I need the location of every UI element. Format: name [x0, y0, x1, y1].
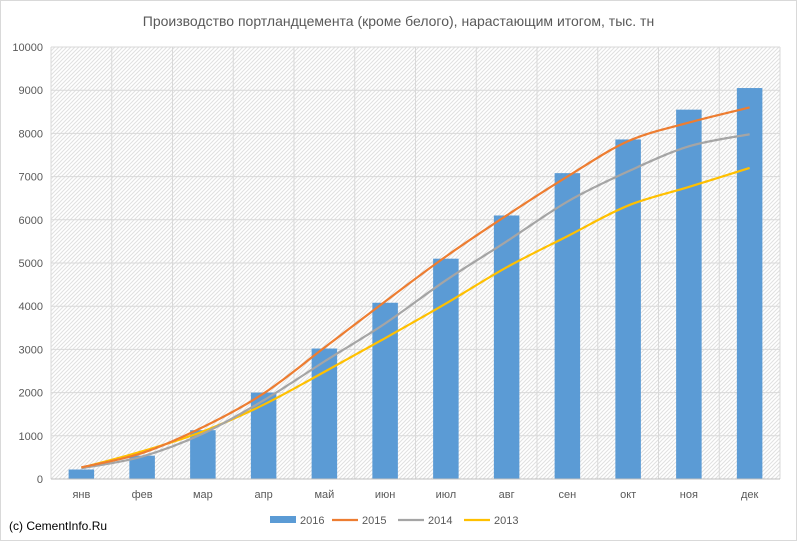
chart-title: Производство портландцемента (кроме бело…	[142, 13, 655, 29]
x-tick-label: янв	[72, 489, 90, 501]
x-tick-label: июн	[375, 489, 395, 501]
bar-2016	[433, 258, 459, 479]
x-tick-label: апр	[255, 489, 273, 501]
legend-swatch-2016	[270, 516, 296, 523]
x-tick-label: май	[314, 489, 334, 501]
legend-label-2014: 2014	[428, 515, 452, 527]
y-tick-label: 10000	[12, 42, 43, 54]
y-tick-label: 5000	[19, 258, 43, 270]
bar-2016	[554, 173, 581, 480]
y-tick-label: 8000	[19, 128, 43, 140]
bar-2016	[250, 392, 277, 479]
y-tick-label: 0	[37, 474, 43, 486]
copyright-text: (c) CementInfo.Ru	[9, 519, 108, 533]
x-tick-label: ноя	[680, 489, 698, 501]
bar-2016	[676, 109, 702, 479]
line-2014	[81, 133, 750, 470]
legend: 2016 2015 2014 2013	[270, 515, 518, 527]
x-tick-label: окт	[620, 489, 636, 501]
y-tick-label: 6000	[19, 215, 43, 227]
bar-2016	[372, 302, 398, 479]
x-tick-label: мар	[193, 489, 213, 501]
y-tick-label: 1000	[19, 431, 43, 443]
x-tick-label: сен	[559, 489, 577, 501]
legend-label-2015: 2015	[362, 515, 386, 527]
y-tick-label: 4000	[19, 301, 43, 313]
x-tick-label: фев	[132, 489, 153, 501]
x-tick-label: июл	[436, 489, 457, 501]
y-tick-label: 2000	[19, 388, 43, 400]
bar-2016	[615, 139, 641, 479]
x-tick-label: авг	[499, 489, 515, 501]
bar-2016	[129, 455, 155, 479]
bar-2016	[311, 348, 338, 479]
legend-label-2013: 2013	[494, 515, 518, 527]
y-tick-label: 3000	[19, 344, 43, 356]
x-tick-label: дек	[741, 489, 759, 501]
y-tick-label: 7000	[19, 172, 43, 184]
line-2015	[81, 106, 750, 469]
bar-2016	[68, 469, 95, 479]
bar-2016	[736, 88, 763, 479]
line-2013	[81, 166, 750, 469]
bar-2016	[493, 215, 520, 480]
legend-label-2016: 2016	[300, 515, 324, 527]
y-tick-label: 9000	[19, 85, 43, 97]
